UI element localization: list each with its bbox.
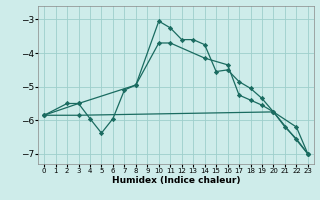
X-axis label: Humidex (Indice chaleur): Humidex (Indice chaleur) <box>112 176 240 185</box>
